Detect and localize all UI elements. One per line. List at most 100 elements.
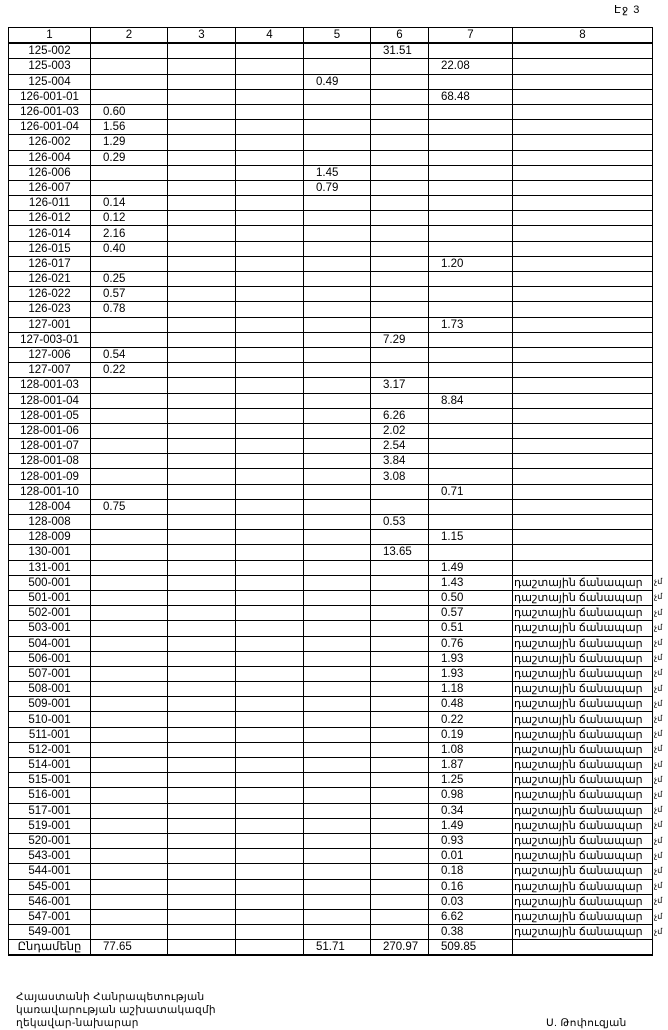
area-cell	[303, 924, 371, 941]
parcel-code-cell: 128-001-10	[8, 483, 91, 500]
area-cell	[303, 362, 371, 379]
side-note: չմ	[654, 698, 663, 708]
area-cell	[167, 817, 236, 834]
area-cell	[167, 362, 236, 379]
table-row: 126-006 1.45	[8, 164, 653, 181]
table-row: 126-015 0.40	[8, 240, 653, 257]
area-cell	[235, 119, 304, 136]
area-cell	[90, 88, 168, 105]
table-row: 126-017 1.20	[8, 255, 653, 273]
area-cell	[303, 483, 371, 500]
area-cell	[428, 73, 513, 90]
area-cell	[303, 301, 371, 318]
purpose-cell: դաշտային ճանապար	[512, 893, 653, 910]
area-cell	[370, 817, 429, 834]
parcel-code-cell: 128-001-08	[8, 453, 91, 470]
purpose-cell: դաշտային ճանապար	[512, 589, 653, 607]
area-cell	[303, 392, 371, 409]
side-note: չմ	[654, 866, 663, 875]
area-cell	[167, 605, 236, 622]
signatory-position: Հայաստանի Հանրապետության կառավարության ա…	[16, 991, 216, 1030]
area-cell	[235, 650, 304, 667]
area-cell: 2.54	[370, 438, 429, 455]
area-cell: 0.98	[428, 787, 513, 804]
parcel-code-cell: 126-004	[8, 149, 91, 166]
area-cell: 0.19	[428, 726, 513, 743]
purpose-cell: դաշտային ճանապար	[512, 726, 653, 743]
area-cell: 0.57	[428, 605, 513, 622]
area-cell: 0.49	[303, 73, 371, 90]
side-note: չմ	[654, 896, 663, 906]
table-row: 128-001-08 3.84	[8, 453, 653, 470]
table-row: 543-001 0.01 դաշտային ճանապար	[8, 848, 653, 865]
area-cell: 0.14	[90, 195, 168, 212]
purpose-cell: դաշտային ճանապար	[512, 878, 653, 895]
area-cell	[428, 210, 513, 227]
area-cell	[235, 544, 304, 561]
area-cell	[167, 498, 236, 516]
area-cell	[167, 650, 236, 667]
parcel-code-cell: 126-001-01	[8, 88, 91, 105]
area-cell	[167, 438, 236, 455]
area-cell	[370, 179, 429, 197]
parcel-code-cell: 512-001	[8, 741, 91, 759]
parcel-code-cell: 126-014	[8, 225, 91, 242]
table-row: 508-001 1.18 դաշտային ճանապար	[8, 681, 653, 698]
area-cell	[235, 407, 304, 424]
table-row: 126-023 0.78	[8, 301, 653, 318]
purpose-cell	[512, 301, 653, 318]
parcel-code-cell: 128-001-09	[8, 468, 91, 485]
area-cell: 1.29	[90, 134, 168, 151]
parcel-code-cell: 508-001	[8, 681, 91, 698]
area-cell	[90, 726, 168, 743]
area-cell: 1.49	[428, 817, 513, 834]
table-row: 126-001-04 1.56	[8, 119, 653, 136]
area-cell	[167, 73, 236, 90]
table-row: 545-001 0.16 դաշտային ճանապար	[8, 878, 653, 895]
area-cell	[235, 392, 304, 409]
area-cell	[370, 726, 429, 743]
area-cell: 1.15	[428, 529, 513, 546]
area-cell	[370, 696, 429, 713]
area-cell	[303, 240, 371, 257]
area-cell	[235, 635, 304, 652]
area-cell	[370, 620, 429, 637]
area-cell	[235, 863, 304, 880]
table-row: 127-001 1.73	[8, 316, 653, 333]
table-row: 126-004 0.29	[8, 149, 653, 166]
signatory-name: Ս. Թոփուզյան	[546, 1017, 627, 1029]
area-cell	[303, 665, 371, 683]
side-note: չմ	[654, 850, 663, 860]
area-cell	[235, 893, 304, 910]
area-cell	[167, 240, 236, 257]
parcel-code-cell: 125-003	[8, 58, 91, 75]
area-cell	[370, 346, 429, 364]
area-cell	[90, 544, 168, 561]
area-cell	[235, 210, 304, 227]
table-row: 501-001 0.50 դաշտային ճանապար	[8, 589, 653, 607]
parcel-code-cell: 126-022	[8, 286, 91, 303]
area-cell	[90, 605, 168, 622]
area-cell: 0.57	[90, 286, 168, 303]
area-cell	[303, 878, 371, 895]
area-cell: 0.01	[428, 848, 513, 865]
purpose-cell	[512, 468, 653, 485]
area-cell	[303, 848, 371, 865]
area-cell	[235, 255, 304, 273]
area-cell: 1.25	[428, 772, 513, 789]
area-cell	[235, 422, 304, 440]
area-cell: 0.53	[370, 513, 429, 531]
area-cell	[303, 832, 371, 850]
area-cell	[370, 301, 429, 318]
area-cell	[370, 88, 429, 105]
area-cell	[167, 908, 236, 926]
area-cell	[370, 195, 429, 212]
area-cell: 3.08	[370, 468, 429, 485]
parcel-code-cell: 126-023	[8, 301, 91, 318]
area-cell	[90, 772, 168, 789]
area-cell	[428, 513, 513, 531]
area-cell: 1.45	[303, 164, 371, 181]
area-cell	[428, 498, 513, 516]
side-note: չմ	[654, 729, 663, 739]
area-cell	[90, 908, 168, 926]
